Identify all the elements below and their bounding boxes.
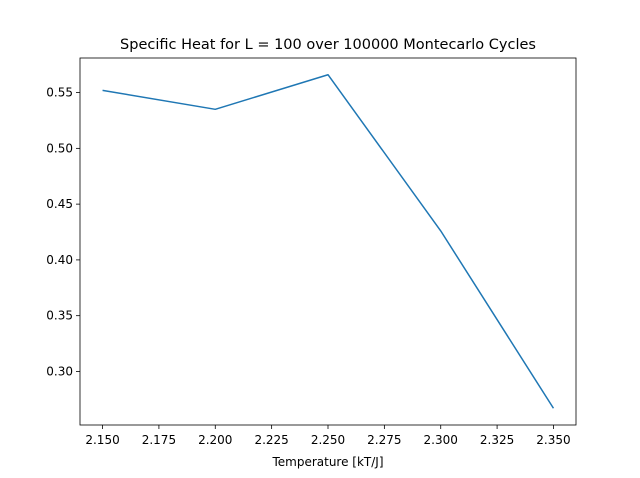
x-axis-label: Temperature [kT/J] <box>271 455 383 469</box>
y-tick-label: 0.45 <box>46 197 73 211</box>
x-tick-label: 2.200 <box>198 433 232 447</box>
plot-area: 2.150 2.175 2.200 2.225 2.250 2.275 2.300 2.325… <box>46 57 577 447</box>
y-tick-label: 0.55 <box>46 86 73 100</box>
x-tick-label: 2.325 <box>480 433 514 447</box>
series-line <box>102 73 555 409</box>
y-tick-label: 0.50 <box>46 141 73 155</box>
y-tick-label: 0.35 <box>46 309 73 323</box>
x-tick-label: 2.150 <box>85 433 119 447</box>
x-tick-label: 2.250 <box>311 433 345 447</box>
chart-title: Specific Heat for L = 100 over 100000 Mo… <box>120 37 536 53</box>
x-tick-label: 2.350 <box>536 433 570 447</box>
axes-frame <box>79 57 577 426</box>
x-tick-label: 2.225 <box>254 433 288 447</box>
x-tick-label: 2.275 <box>367 433 401 447</box>
y-tick-label: 0.30 <box>46 364 73 378</box>
x-tick-label: 2.300 <box>424 433 458 447</box>
y-tick-label: 0.40 <box>46 253 73 267</box>
x-tick-label: 2.175 <box>142 433 176 447</box>
